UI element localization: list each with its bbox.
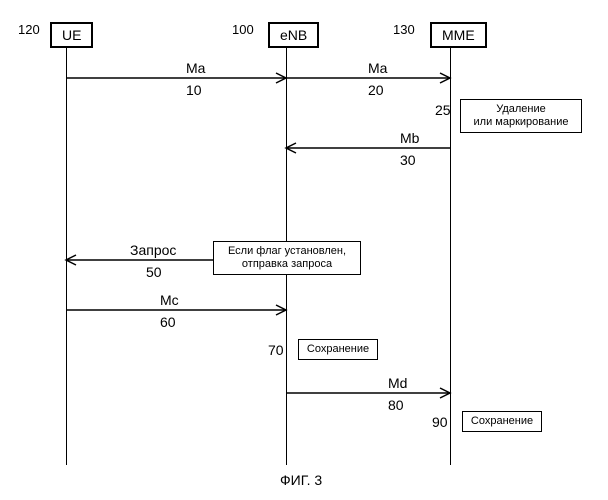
msg-ma-2: Ma (368, 60, 387, 76)
sequence-diagram: 120 UE 100 eNB 130 MME Ma 10 Ma 20 Mb 30… (0, 0, 608, 500)
arrow-ma-1 (66, 78, 286, 90)
figure-caption: ФИГ. 3 (280, 472, 322, 488)
num-90: 90 (432, 414, 448, 430)
lifeline-ue (66, 48, 67, 465)
arrow-request (66, 260, 214, 272)
actor-enb-label: eNB (280, 27, 307, 43)
arrow-md (286, 393, 450, 405)
actor-enb: eNB (268, 22, 319, 48)
box-save-enb-text: Сохранение (307, 343, 369, 355)
box-flag-set-text: Если флаг установлен,отправка запроса (228, 245, 346, 270)
num-80: 80 (388, 397, 404, 413)
num-60: 60 (160, 314, 176, 330)
ref-ue: 120 (18, 22, 40, 37)
actor-ue-label: UE (62, 27, 81, 43)
msg-mc: Mc (160, 292, 179, 308)
ref-enb: 100 (232, 22, 254, 37)
box-save-mme: Сохранение (462, 411, 542, 432)
ref-mme: 130 (393, 22, 415, 37)
arrow-mc (66, 310, 286, 322)
num-50: 50 (146, 264, 162, 280)
box-save-mme-text: Сохранение (471, 415, 533, 427)
arrow-mb (286, 148, 450, 160)
box-delete-mark: Удалениеили маркирование (460, 99, 582, 133)
box-flag-set: Если флаг установлен,отправка запроса (213, 241, 361, 275)
msg-request: Запрос (130, 242, 176, 258)
box-delete-mark-text: Удалениеили маркирование (474, 103, 569, 128)
msg-md: Md (388, 375, 407, 391)
num-20: 20 (368, 82, 384, 98)
num-10: 10 (186, 82, 202, 98)
msg-ma-1: Ma (186, 60, 205, 76)
actor-mme: MME (430, 22, 487, 48)
actor-ue: UE (50, 22, 93, 48)
num-30: 30 (400, 152, 416, 168)
actor-mme-label: MME (442, 27, 475, 43)
msg-mb: Mb (400, 130, 419, 146)
num-25: 25 (435, 102, 451, 118)
num-70: 70 (268, 342, 284, 358)
box-save-enb: Сохранение (298, 339, 378, 360)
